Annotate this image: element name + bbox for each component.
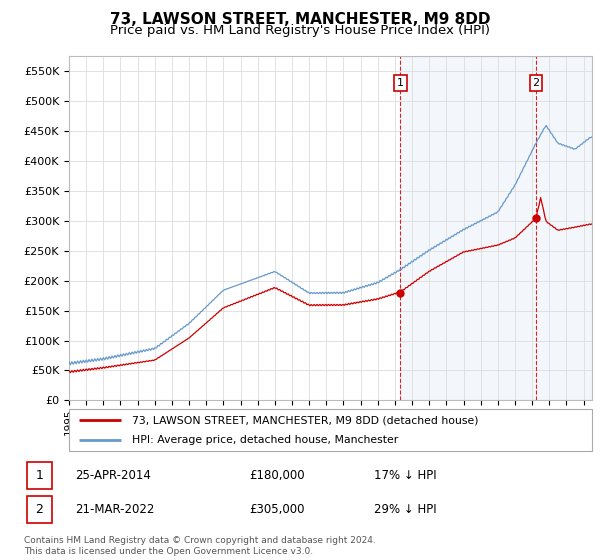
Text: 17% ↓ HPI: 17% ↓ HPI bbox=[374, 469, 436, 482]
Text: 2: 2 bbox=[35, 503, 43, 516]
Text: 1: 1 bbox=[35, 469, 43, 482]
Text: HPI: Average price, detached house, Manchester: HPI: Average price, detached house, Manc… bbox=[132, 435, 398, 445]
Text: 29% ↓ HPI: 29% ↓ HPI bbox=[374, 503, 436, 516]
Text: Price paid vs. HM Land Registry's House Price Index (HPI): Price paid vs. HM Land Registry's House … bbox=[110, 24, 490, 36]
Text: £180,000: £180,000 bbox=[250, 469, 305, 482]
Text: £305,000: £305,000 bbox=[250, 503, 305, 516]
Text: 2: 2 bbox=[532, 78, 539, 88]
Bar bbox=[27, 462, 52, 489]
Text: 73, LAWSON STREET, MANCHESTER, M9 8DD: 73, LAWSON STREET, MANCHESTER, M9 8DD bbox=[110, 12, 490, 27]
Text: 1: 1 bbox=[397, 78, 404, 88]
Bar bbox=[27, 496, 52, 523]
Text: 73, LAWSON STREET, MANCHESTER, M9 8DD (detached house): 73, LAWSON STREET, MANCHESTER, M9 8DD (d… bbox=[132, 415, 478, 425]
Text: Contains HM Land Registry data © Crown copyright and database right 2024.
This d: Contains HM Land Registry data © Crown c… bbox=[24, 536, 376, 556]
Text: 25-APR-2014: 25-APR-2014 bbox=[75, 469, 151, 482]
Text: 21-MAR-2022: 21-MAR-2022 bbox=[75, 503, 154, 516]
Bar bbox=[400, 56, 592, 400]
